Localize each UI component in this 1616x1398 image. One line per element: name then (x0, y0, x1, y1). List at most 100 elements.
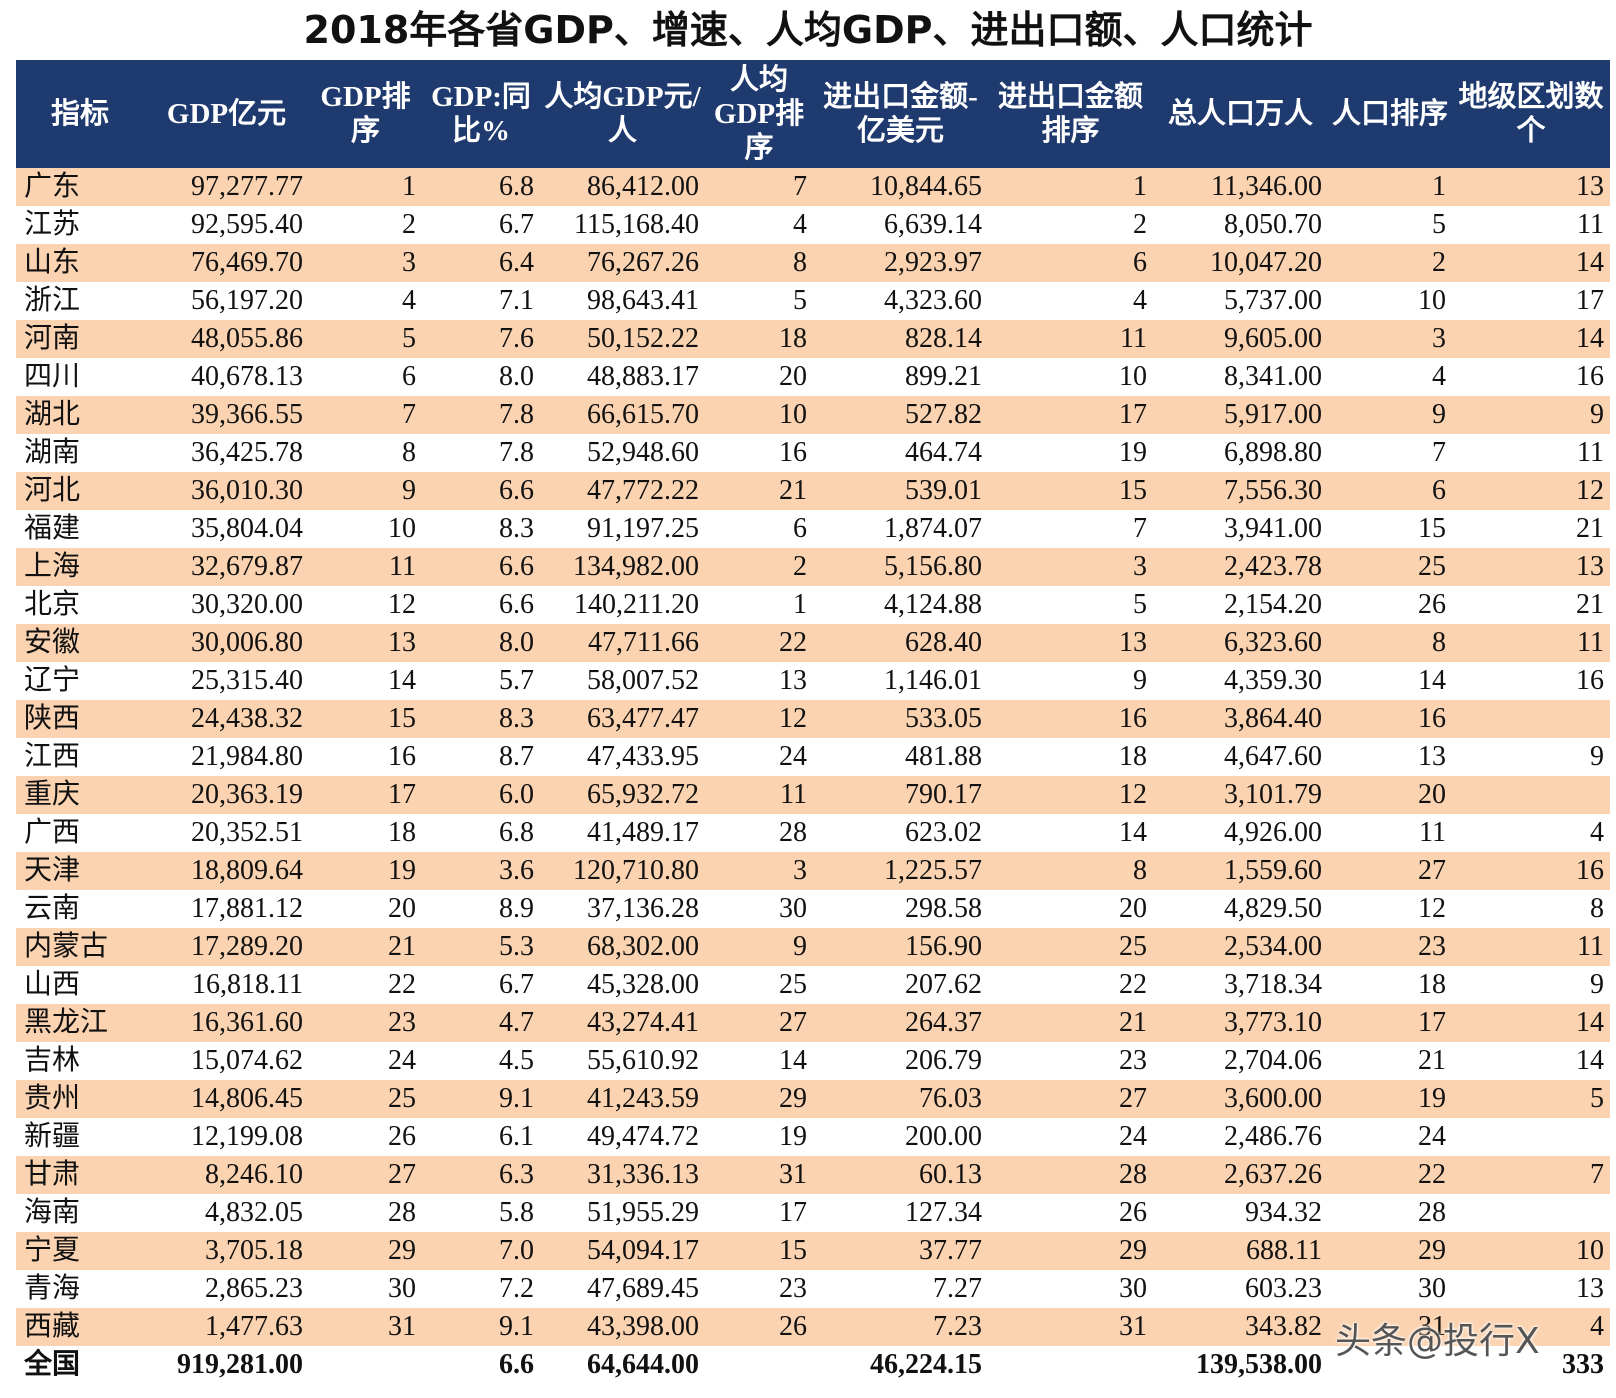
data-cell: 5,917.00 (1153, 396, 1328, 434)
data-cell: 47,689.45 (587, 1273, 699, 1304)
data-cell: 11 (309, 548, 422, 586)
data-cell: 7 (705, 168, 813, 206)
data-cell: 2,704.06 (1224, 1045, 1322, 1076)
data-cell: 3 (1328, 320, 1452, 358)
table-row: 河南 48,055.86 5 7.6 50,152.22 18 828.14 11 9,605.… (16, 320, 1610, 358)
data-cell: 156.90 (813, 928, 988, 966)
table-row: 福建 35,804.04 10 8.3 91,197.25 6 1,874.07 7 3,941… (16, 510, 1610, 548)
data-cell: 22 (388, 969, 416, 1000)
data-cell: 29 (1328, 1232, 1452, 1270)
data-cell: 21 (705, 472, 813, 510)
data-cell: 10 (388, 513, 416, 544)
table-row: 北京 30,320.00 12 6.6 140,211.20 1 4,124.88 5 2,15… (16, 586, 1610, 624)
data-cell: 68,302.00 (540, 928, 705, 966)
province-cell: 四川 (24, 361, 81, 392)
data-cell: 24 (1418, 1121, 1446, 1152)
data-cell: 25,315.40 (191, 665, 303, 696)
total-cell (309, 1346, 422, 1384)
data-cell: 11 (1577, 209, 1604, 240)
data-cell: 31 (309, 1308, 422, 1346)
total-cell (988, 1346, 1153, 1384)
total-cell: 333 (1452, 1346, 1610, 1384)
table-row: 黑龙江 16,361.60 23 4.7 43,274.41 27 264.37 21 3,77… (16, 1004, 1610, 1042)
data-cell: 20,352.51 (191, 817, 303, 848)
data-cell: 6.6 (422, 548, 540, 586)
data-cell: 48,055.86 (144, 320, 309, 358)
data-cell: 6.4 (422, 244, 540, 282)
data-cell: 51,955.29 (587, 1197, 699, 1228)
province-cell: 陕西 (16, 700, 144, 738)
data-cell: 30 (1418, 1273, 1446, 1304)
data-cell: 5,156.80 (813, 548, 988, 586)
data-cell: 25 (988, 928, 1153, 966)
header-cell: GDP排序 (309, 60, 422, 168)
data-cell: 1,477.63 (144, 1308, 309, 1346)
data-cell: 899.21 (905, 361, 982, 392)
data-cell: 5 (309, 320, 422, 358)
data-cell: 29 (988, 1232, 1153, 1270)
data-cell: 8.3 (499, 513, 534, 544)
data-cell: 1,225.57 (813, 852, 988, 890)
data-cell: 30,006.80 (144, 624, 309, 662)
data-cell: 15 (1418, 513, 1446, 544)
data-cell: 7 (1452, 1156, 1610, 1194)
data-cell: 298.58 (905, 893, 982, 924)
data-cell: 17 (1328, 1004, 1452, 1042)
header-cell: GDP亿元 (144, 60, 309, 168)
data-cell: 628.40 (813, 624, 988, 662)
data-cell: 43,274.41 (540, 1004, 705, 1042)
table-row: 海南 4,832.05 28 5.8 51,955.29 17 127.34 26 934.32… (16, 1194, 1610, 1232)
data-cell: 2,637.26 (1153, 1156, 1328, 1194)
province-cell: 福建 (24, 513, 81, 544)
data-cell: 3,705.18 (144, 1232, 309, 1270)
data-cell: 6 (793, 513, 807, 544)
data-cell: 14 (779, 1045, 807, 1076)
data-cell: 4 (1590, 817, 1604, 848)
data-cell: 207.62 (905, 969, 982, 1000)
data-cell: 11 (705, 776, 813, 814)
data-cell: 18 (388, 817, 416, 848)
data-cell: 7.23 (813, 1308, 988, 1346)
data-cell: 12 (1418, 893, 1446, 924)
province-cell: 海南 (24, 1197, 81, 1228)
data-cell: 20 (388, 893, 416, 924)
data-cell: 5 (1452, 1080, 1610, 1118)
data-cell: 66,615.70 (540, 396, 705, 434)
data-cell: 7.27 (933, 1273, 982, 1304)
province-cell: 新疆 (24, 1121, 81, 1152)
table-row: 吉林 15,074.62 24 4.5 55,610.92 14 206.79 23 2,704… (16, 1042, 1610, 1080)
data-cell: 13 (1452, 168, 1610, 206)
data-cell: 26 (388, 1121, 416, 1152)
table-row: 内蒙古 17,289.20 21 5.3 68,302.00 9 156.90 25 2,534… (16, 928, 1610, 966)
data-cell: 17 (1576, 285, 1604, 316)
table-row: 重庆 20,363.19 17 6.0 65,932.72 11 790.17 12 3,101… (16, 776, 1610, 814)
header-cell: GDP:同比% (422, 60, 540, 168)
table-row: 陕西 24,438.32 15 8.3 63,477.47 12 533.05 16 3,864… (16, 700, 1610, 738)
data-cell: 9 (1590, 969, 1604, 1000)
province-cell: 浙江 (24, 285, 81, 316)
header-cell: 人口排序 (1328, 60, 1452, 168)
data-cell: 200.00 (905, 1121, 982, 1152)
data-cell: 5.7 (499, 665, 534, 696)
data-cell: 23 (779, 1273, 807, 1304)
data-cell: 9 (1133, 665, 1147, 696)
province-cell: 云南 (24, 893, 81, 924)
data-cell: 533.05 (813, 700, 988, 738)
data-cell: 19 (1119, 437, 1147, 468)
table-row: 山东 76,469.70 3 6.4 76,267.26 8 2,923.97 6 10,047… (16, 244, 1610, 282)
data-cell: 48,883.17 (587, 361, 699, 392)
data-cell: 22 (1328, 1156, 1452, 1194)
header-cell: 进出口金额排序 (988, 60, 1153, 168)
total-row: 全国 919,281.00 6.6 64,644.00 46,224.15 139,538… (16, 1346, 1610, 1384)
data-cell: 32,679.87 (144, 548, 309, 586)
data-cell: 8 (988, 852, 1153, 890)
data-cell: 21,984.80 (191, 741, 303, 772)
data-cell: 31 (705, 1156, 813, 1194)
data-cell: 76,469.70 (144, 244, 309, 282)
data-cell: 7 (309, 396, 422, 434)
data-cell: 1 (988, 168, 1153, 206)
data-cell: 14,806.45 (144, 1080, 309, 1118)
data-cell: 3,600.00 (1153, 1080, 1328, 1118)
data-cell: 29 (309, 1232, 422, 1270)
data-cell: 4 (402, 285, 416, 316)
